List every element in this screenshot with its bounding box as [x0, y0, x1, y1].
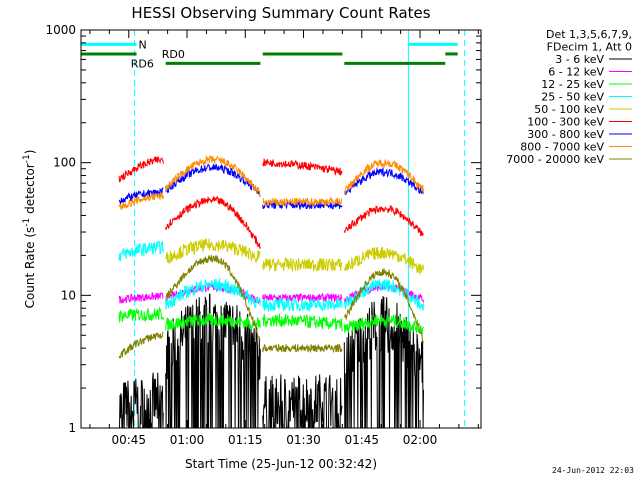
legend-header-line: Det 1,3,5,6,7,9, [546, 28, 632, 41]
series-line-25-50-kev [262, 297, 343, 313]
flag-rad6-label: RD6 [131, 57, 154, 70]
series-line-12-25-kev [343, 314, 424, 336]
legend-label: 50 - 100 keV [534, 103, 604, 116]
series-line-7000-20000-kev [262, 343, 343, 354]
timestamp: 24-Jun-2012 22:03 [552, 466, 634, 475]
x-tick-label: 00:45 [111, 433, 146, 447]
x-tick-label: 02:00 [403, 433, 438, 447]
series-line-7000-20000-kev [344, 268, 424, 344]
legend-label: 25 - 50 keV [541, 91, 604, 104]
legend-label: 12 - 25 keV [541, 78, 604, 91]
series-line-12-25-kev [118, 306, 164, 323]
legend-label: 800 - 7000 keV [520, 141, 604, 154]
series-line-100-300-kev [262, 158, 343, 176]
series-line-25-50-kev [165, 277, 261, 310]
x-tick-label: 01:45 [344, 433, 379, 447]
y-tick-label: 10 [61, 288, 76, 302]
series-line-300-800-kev [118, 187, 164, 206]
series-line-50-100-kev [262, 256, 343, 272]
series-line-12-25-kev [165, 312, 261, 331]
legend-label: 300 - 800 keV [527, 128, 604, 141]
legend-label: 3 - 6 keV [555, 53, 604, 66]
x-tick-label: 01:15 [228, 433, 263, 447]
flag-rad0-label: RD0 [162, 48, 185, 61]
axes: 1 10 100 1000 00:45 01:00 01:15 01:30 01:45 02:00 [45, 23, 481, 447]
series-line-7000-20000-kev [118, 331, 164, 359]
chart-title: HESSI Observing Summary Count Rates [131, 4, 430, 22]
series-line-300-800-kev [165, 162, 261, 197]
series-line-7000-20000-kev [165, 254, 261, 341]
series-line-3-6-kev [262, 374, 343, 429]
series-line-3-6-kev [119, 372, 164, 429]
series-line-800-7000-kev [165, 154, 261, 197]
legend-label: 6 - 12 keV [548, 66, 604, 79]
series-line-12-25-kev [262, 313, 343, 332]
x-tick-label: 01:00 [170, 433, 205, 447]
y-tick-label: 1000 [45, 23, 76, 37]
series-line-3-6-kev [165, 293, 261, 429]
series-line-100-300-kev [165, 195, 261, 249]
x-tick-label: 01:30 [286, 433, 321, 447]
y-tick-label: 1 [68, 421, 76, 435]
series-line-800-7000-kev [262, 196, 343, 208]
series-line-25-50-kev [118, 240, 164, 262]
series-line-6-12-kev [118, 291, 164, 304]
flag-night-label: N [138, 38, 146, 51]
series-line-50-100-kev [343, 246, 424, 275]
series-line-800-7000-kev [344, 159, 424, 195]
series-line-25-50-kev [343, 279, 424, 311]
legend-label: 7000 - 20000 keV [506, 153, 604, 166]
y-tick-label: 100 [53, 156, 76, 170]
legend: Det 1,3,5,6,7,9,FDecim 1, Att 03 - 6 keV… [506, 28, 632, 166]
plot-data: N RD0 RD6 [81, 30, 466, 429]
series-line-100-300-kev [343, 205, 424, 237]
series-line-300-800-kev [344, 166, 424, 196]
x-axis-label: Start Time (25-Jun-12 00:32:42) [185, 457, 377, 471]
legend-header-line: FDecim 1, Att 0 [547, 41, 632, 54]
legend-label: 100 - 300 keV [527, 116, 604, 129]
series-line-800-7000-kev [118, 192, 164, 211]
series-line-100-300-kev [118, 155, 164, 183]
plot-frame [80, 29, 482, 429]
series-line-50-100-kev [165, 238, 261, 264]
y-axis-label: Count Rate (s-1 detector-1) [22, 150, 37, 309]
series-line-3-6-kev [343, 296, 424, 429]
